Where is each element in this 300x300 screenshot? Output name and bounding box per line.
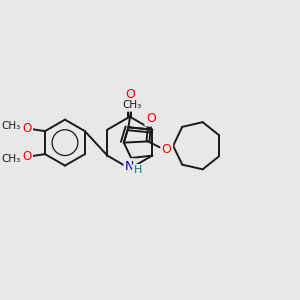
Text: O: O: [162, 143, 172, 156]
Text: N: N: [125, 160, 134, 173]
Text: H: H: [134, 165, 142, 175]
Text: O: O: [146, 112, 156, 125]
Text: O: O: [125, 88, 135, 101]
Text: O: O: [22, 122, 32, 135]
Text: O: O: [22, 150, 32, 163]
Text: CH₃: CH₃: [1, 154, 21, 164]
Text: CH₃: CH₃: [1, 121, 21, 131]
Text: CH₃: CH₃: [123, 100, 142, 110]
